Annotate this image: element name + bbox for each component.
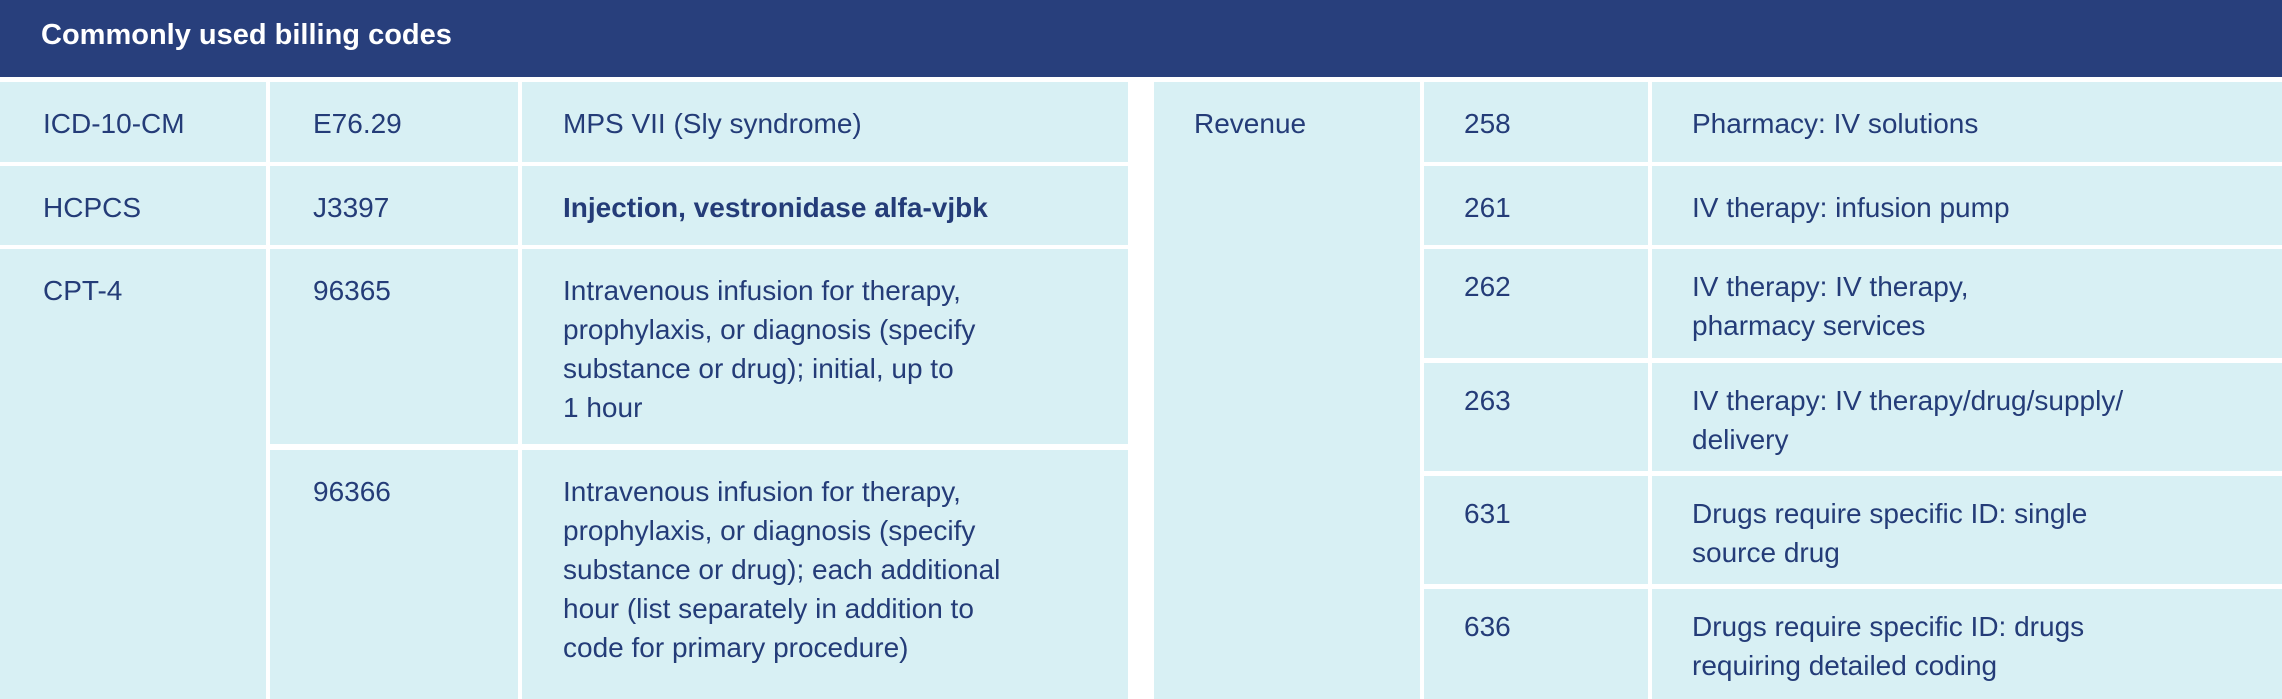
code-value: 631 <box>1464 498 1511 529</box>
code-value: J3397 <box>313 192 390 223</box>
code-value: 263 <box>1464 385 1511 416</box>
description-line: prophylaxis, or diagnosis (specify <box>563 314 976 345</box>
description-line: prophylaxis, or diagnosis (specify <box>563 515 976 546</box>
table-cell-code-type: CPT-4 <box>0 249 266 699</box>
table-cell-description: IV therapy: IV therapy, pharmacy service… <box>1652 249 2282 358</box>
code-value: 261 <box>1464 192 1511 223</box>
description-line: Injection, vestronidase alfa-vjbk <box>563 192 988 223</box>
description-line: delivery <box>1692 424 1789 455</box>
description-line: MPS VII (Sly syndrome) <box>563 108 862 139</box>
table-cell-description: Drugs require specific ID: single source… <box>1652 476 2282 584</box>
table-cell-code-type: HCPCS <box>0 166 266 245</box>
page-title: Commonly used billing codes <box>41 19 452 51</box>
table-cell-code-type: Revenue <box>1154 82 1420 699</box>
description-line: 1 hour <box>563 392 643 423</box>
table-cell-code: E76.29 <box>270 82 518 162</box>
code-value: E76.29 <box>313 108 402 139</box>
table-cell-code: 263 <box>1424 363 1648 471</box>
table-cell-code: 261 <box>1424 166 1648 245</box>
code-type-label: CPT-4 <box>43 275 123 306</box>
table-cell-code: J3397 <box>270 166 518 245</box>
table-cell-description: MPS VII (Sly syndrome) <box>522 82 1128 162</box>
description-line: IV therapy: IV therapy, <box>1692 271 1969 302</box>
description-line: substance or drug); each additional <box>563 554 1001 585</box>
code-value: 636 <box>1464 611 1511 642</box>
table-cell-code-type: ICD-10-CM <box>0 82 266 162</box>
code-value: 96365 <box>313 275 391 306</box>
description-line: substance or drug); initial, up to <box>563 353 954 384</box>
table-cell-description: Intravenous infusion for therapy, prophy… <box>522 249 1128 444</box>
table-cell-code: 636 <box>1424 589 1648 699</box>
table-cell-description: Intravenous infusion for therapy, prophy… <box>522 450 1128 699</box>
table-cell-description: Drugs require specific ID: drugs requiri… <box>1652 589 2282 699</box>
code-type-label: Revenue <box>1194 108 1307 139</box>
table-cell-description: IV therapy: IV therapy/drug/supply/ deli… <box>1652 363 2282 471</box>
description-line: hour (list separately in addition to <box>563 593 974 624</box>
table-cell-description: Injection, vestronidase alfa-vjbk <box>522 166 1128 245</box>
page-header: Commonly used billing codes <box>0 0 2282 77</box>
table-cell-code: 631 <box>1424 476 1648 584</box>
description-line: Intravenous infusion for therapy, <box>563 275 961 306</box>
code-type-label: ICD-10-CM <box>43 108 185 139</box>
table-cell-description: IV therapy: infusion pump <box>1652 166 2282 245</box>
description-line: Pharmacy: IV solutions <box>1692 108 1979 139</box>
table-cell-code: 258 <box>1424 82 1648 162</box>
code-type-label: HCPCS <box>43 192 142 223</box>
description-line: requiring detailed coding <box>1692 650 1998 681</box>
description-line: code for primary procedure) <box>563 632 909 663</box>
description-line: IV therapy: infusion pump <box>1692 192 2010 223</box>
code-value: 262 <box>1464 271 1511 302</box>
table-cell-code: 96365 <box>270 249 518 444</box>
description-line: Drugs require specific ID: drugs <box>1692 611 2085 642</box>
description-line: Intravenous infusion for therapy, <box>563 476 961 507</box>
description-line: pharmacy services <box>1692 310 1926 341</box>
code-value: 258 <box>1464 108 1511 139</box>
description-line: IV therapy: IV therapy/drug/supply/ <box>1692 385 2124 416</box>
table-cell-description: Pharmacy: IV solutions <box>1652 82 2282 162</box>
description-line: Drugs require specific ID: single <box>1692 498 2088 529</box>
table-cell-code: 96366 <box>270 450 518 699</box>
table-cell-code: 262 <box>1424 249 1648 358</box>
description-line: source drug <box>1692 537 1840 568</box>
code-value: 96366 <box>313 476 391 507</box>
